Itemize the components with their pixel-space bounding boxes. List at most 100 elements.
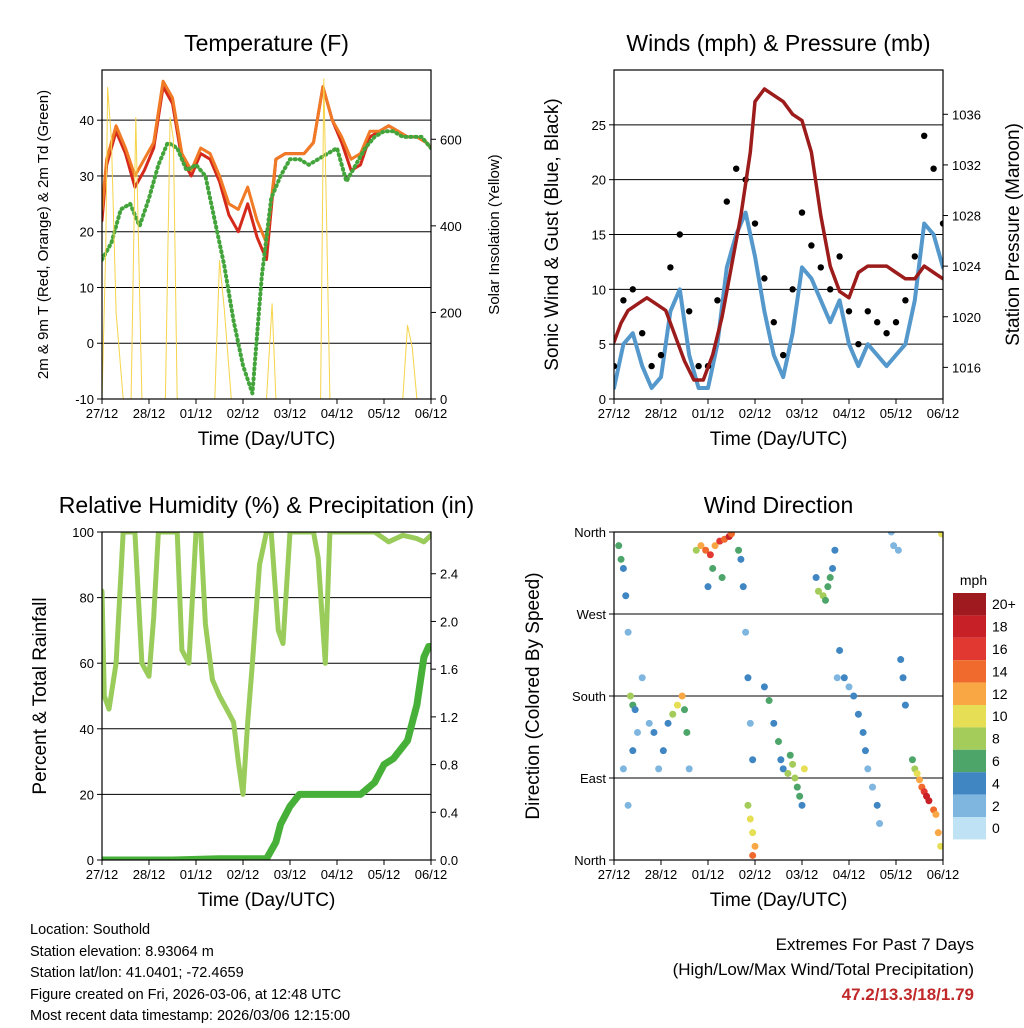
- temperature-plot-area: [102, 78, 431, 399]
- extremes-box: Extremes For Past 7 Days (High/Low/Max W…: [673, 932, 974, 1007]
- x-axis-label: Time (Day/UTC): [710, 429, 848, 450]
- direction-point: [685, 765, 693, 773]
- gust-series-point: [714, 297, 721, 304]
- ytick-right-label: 1.2: [440, 710, 458, 725]
- colorbar-swatch: [953, 637, 986, 661]
- gust-series-point: [864, 308, 871, 315]
- y-axis-label: Direction (Colored By Speed): [523, 572, 544, 819]
- xtick-label: 02/12: [227, 406, 260, 421]
- direction-point: [673, 701, 681, 709]
- ytick-right-label: 0.0: [440, 853, 458, 868]
- gust-series-point: [836, 253, 843, 260]
- xtick-label: 06/12: [415, 867, 448, 882]
- humidity-chart: 0 20 40 60 80 100 0.0 0.4 0.8 1.2 1.6 2.0 2.4 27/12 28…: [30, 492, 474, 911]
- direction-point: [718, 574, 726, 582]
- direction-plot-area: [615, 532, 943, 859]
- colorbar-swatch: [953, 772, 986, 795]
- xtick-label: 27/12: [86, 867, 119, 882]
- x-axis-label: Time (Day/UTC): [198, 890, 336, 911]
- xtick-label: 28/12: [133, 867, 166, 882]
- colorbar-swatch: [953, 817, 986, 840]
- 2m-td-series: [102, 129, 431, 396]
- ytick-label: 100: [72, 525, 94, 540]
- location-text: Location: Southold: [30, 922, 151, 938]
- gust-series-point: [855, 340, 862, 348]
- ytick-label: -10: [75, 392, 94, 407]
- gust-series-point: [827, 286, 834, 293]
- ytick-right-label: 1036: [952, 107, 981, 122]
- ytick-label: East: [580, 771, 606, 786]
- ytick-label: 0: [599, 392, 606, 407]
- ytick-label: 0: [87, 336, 94, 351]
- direction-point: [899, 674, 907, 682]
- direction-point: [617, 555, 625, 563]
- plot-frame: [613, 531, 944, 861]
- direction-point: [704, 583, 712, 591]
- xtick-label: 03/12: [786, 406, 819, 421]
- direction-point: [814, 587, 822, 595]
- direction-point: [840, 674, 848, 682]
- ytick-label: West: [577, 607, 607, 622]
- ytick-right-label: 200: [440, 305, 462, 320]
- colorbar-label: 12: [992, 686, 1008, 702]
- direction-point: [744, 801, 752, 809]
- direction-point: [775, 738, 782, 746]
- direction-point: [894, 546, 902, 554]
- direction-point: [749, 851, 757, 859]
- x-axis-label: Time (Day/UTC): [710, 890, 848, 911]
- direction-point: [709, 564, 717, 572]
- direction-point: [728, 532, 735, 538]
- direction-point: [624, 628, 632, 636]
- winds-chart: 0 5 10 15 20 25 1016 1020 1024 1028 1032 1036 27/12 2…: [542, 30, 1024, 450]
- direction-point: [622, 592, 630, 600]
- y-axis-right-label: Solar Insolation (Yellow): [486, 154, 503, 314]
- direction-point: [824, 583, 832, 591]
- colorbar-swatch: [953, 705, 986, 728]
- created-text: Figure created on Fri, 2026-03-06, at 12…: [30, 986, 342, 1003]
- ytick-right-label: 1028: [952, 209, 981, 224]
- gust-series-point: [751, 220, 759, 227]
- direction-point: [779, 765, 787, 773]
- ytick-label: 40: [80, 113, 94, 128]
- direction-point: [845, 683, 853, 691]
- colorbar-label: 14: [992, 663, 1008, 679]
- ytick-right-label: 2.0: [440, 614, 458, 629]
- direction-point: [683, 728, 691, 736]
- gust-series-point: [770, 319, 777, 326]
- gust-series-point: [648, 362, 655, 370]
- gust-series-point: [939, 220, 943, 227]
- station-pressure-series: [614, 87, 943, 382]
- colorbar-swatch: [953, 727, 986, 750]
- direction-point: [760, 683, 768, 691]
- gust-series-point: [874, 319, 881, 326]
- direction-point: [934, 829, 942, 837]
- ytick-right-label: 400: [440, 219, 462, 234]
- xtick-label: 04/12: [321, 867, 354, 882]
- direction-point: [744, 674, 752, 682]
- xtick-label: 03/12: [786, 867, 819, 882]
- ytick-label: 40: [80, 722, 94, 737]
- xtick-label: 05/12: [880, 867, 913, 882]
- ytick-label: South: [572, 689, 606, 704]
- gust-series-point: [817, 264, 824, 271]
- direction-point: [876, 820, 884, 828]
- ytick-right-label: 1020: [952, 310, 981, 325]
- y-axis-label: Sonic Wind & Gust (Blue, Black): [542, 98, 563, 370]
- chart-title: Temperature (F): [184, 30, 349, 56]
- ytick-label: 25: [592, 118, 606, 133]
- gust-series-point: [761, 275, 768, 282]
- colorbar-swatch: [953, 660, 986, 683]
- ytick-right-label: 1024: [952, 259, 981, 274]
- direction-point: [751, 842, 759, 850]
- ytick-label: 10: [592, 282, 606, 297]
- gust-series-point: [911, 253, 918, 260]
- direction-point: [746, 815, 754, 823]
- xtick-label: 02/12: [739, 867, 772, 882]
- colorbar-label: 0: [992, 820, 1000, 836]
- direction-point: [812, 574, 820, 582]
- direction-point: [746, 719, 754, 727]
- direction-point: [798, 801, 806, 809]
- direction-point: [629, 747, 637, 755]
- direction-point: [626, 692, 634, 700]
